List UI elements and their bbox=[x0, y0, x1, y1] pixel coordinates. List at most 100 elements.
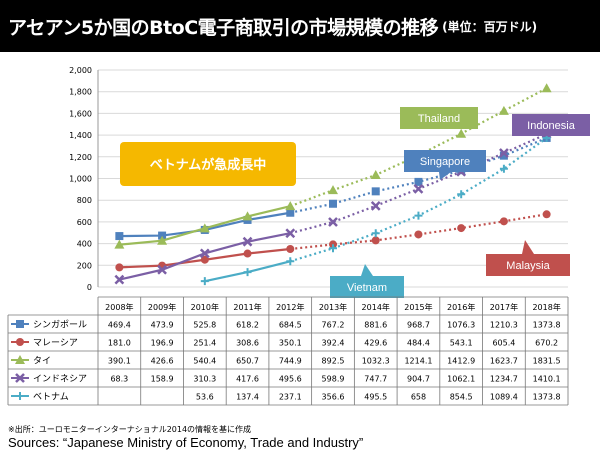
table-cell: 356.6 bbox=[322, 393, 345, 402]
data-point bbox=[370, 200, 381, 211]
data-point bbox=[200, 255, 209, 264]
data-point bbox=[285, 228, 296, 239]
data-point bbox=[200, 277, 209, 286]
data-point bbox=[15, 355, 25, 364]
table-cell: 670.2 bbox=[535, 339, 558, 348]
data-point bbox=[457, 190, 466, 199]
table-cell: 968.7 bbox=[407, 321, 430, 330]
data-point bbox=[371, 236, 380, 245]
label-pointer bbox=[522, 240, 534, 254]
table-cell: 237.1 bbox=[279, 393, 302, 402]
table-cell: 1373.8 bbox=[533, 321, 561, 330]
y-tick-label: 1,000 bbox=[69, 175, 92, 184]
table-cell: 881.6 bbox=[364, 321, 387, 330]
table-cell: 484.4 bbox=[407, 339, 430, 348]
x-tick-label: 2008年 bbox=[105, 302, 133, 312]
table-cell: 469.4 bbox=[108, 321, 131, 330]
data-point bbox=[328, 217, 338, 227]
annotation-text: ベトナムが急成長中 bbox=[150, 157, 267, 173]
x-tick-label: 2014年 bbox=[362, 302, 390, 312]
x-tick-label: 2018年 bbox=[532, 302, 560, 312]
data-point bbox=[370, 169, 381, 179]
data-point bbox=[158, 231, 167, 240]
x-tick-label: 2012年 bbox=[276, 302, 304, 312]
data-point bbox=[242, 236, 253, 247]
table-cell: 251.4 bbox=[193, 339, 216, 348]
table-cell: 658 bbox=[411, 393, 426, 402]
series-callout-label: Thailand bbox=[418, 113, 460, 125]
table-cell: 1831.5 bbox=[533, 357, 561, 366]
label-pointer bbox=[439, 172, 451, 180]
series-callout bbox=[400, 107, 478, 129]
data-point bbox=[243, 249, 252, 258]
data-point bbox=[499, 217, 508, 226]
legend-label: ベトナム bbox=[33, 392, 69, 403]
series-callout bbox=[330, 276, 404, 298]
series-callout bbox=[404, 150, 486, 172]
data-point bbox=[499, 164, 508, 173]
table-cell: 429.6 bbox=[364, 339, 387, 348]
data-point bbox=[371, 187, 380, 196]
table-cell: 904.7 bbox=[407, 375, 430, 384]
data-point bbox=[328, 185, 338, 195]
table-cell: 1062.1 bbox=[447, 375, 475, 384]
data-point bbox=[371, 229, 380, 238]
table-cell: 650.7 bbox=[236, 357, 259, 366]
x-tick-label: 2015年 bbox=[404, 302, 432, 312]
y-tick-label: 2,000 bbox=[69, 66, 92, 75]
table-cell: 68.3 bbox=[110, 375, 128, 384]
y-tick-label: 1,600 bbox=[69, 109, 92, 118]
table-cell: 1623.7 bbox=[490, 357, 518, 366]
y-tick-label: 600 bbox=[77, 218, 92, 227]
title-bar: アセアン5か国のBtoC電子商取引の市場規模の推移 (単位：百万ドル) bbox=[0, 0, 600, 52]
table-cell: 495.5 bbox=[364, 393, 387, 402]
data-point bbox=[16, 338, 24, 346]
data-point bbox=[15, 373, 25, 383]
table-cell: 744.9 bbox=[279, 357, 302, 366]
legend-label: マレーシア bbox=[33, 339, 78, 349]
table-cell: 1410.1 bbox=[533, 375, 561, 384]
data-point bbox=[286, 245, 295, 254]
table-cell: 310.3 bbox=[193, 375, 216, 384]
table-cell: 495.6 bbox=[279, 375, 302, 384]
table-cell: 308.6 bbox=[236, 339, 259, 348]
table-cell: 1373.8 bbox=[533, 393, 561, 402]
y-tick-label: 0 bbox=[87, 283, 92, 292]
table-cell: 1214.1 bbox=[404, 357, 432, 366]
data-point bbox=[115, 263, 124, 272]
table-cell: 196.9 bbox=[151, 339, 174, 348]
y-tick-label: 1,200 bbox=[69, 153, 92, 162]
y-tick-label: 400 bbox=[77, 240, 92, 249]
data-point bbox=[199, 248, 210, 259]
series-callout-label: Indonesia bbox=[527, 120, 576, 132]
x-tick-label: 2017年 bbox=[490, 302, 518, 312]
data-point bbox=[414, 177, 423, 186]
x-tick-label: 2016年 bbox=[447, 302, 475, 312]
x-tick-label: 2013年 bbox=[319, 302, 347, 312]
data-point bbox=[199, 223, 210, 233]
data-point bbox=[499, 151, 508, 160]
table-cell: 350.1 bbox=[279, 339, 302, 348]
table-cell: 1076.3 bbox=[447, 321, 475, 330]
data-point bbox=[16, 392, 24, 400]
data-point bbox=[157, 264, 167, 275]
y-tick-label: 800 bbox=[77, 196, 92, 205]
y-tick-label: 1,400 bbox=[69, 131, 92, 140]
data-point bbox=[242, 211, 253, 221]
table-cell: 598.9 bbox=[322, 375, 345, 384]
table-cell: 1089.4 bbox=[490, 393, 518, 402]
data-point bbox=[329, 199, 337, 208]
table-cell: 417.6 bbox=[236, 375, 259, 384]
legend-label: シンガポール bbox=[33, 320, 87, 331]
data-point bbox=[286, 257, 295, 266]
data-point bbox=[285, 201, 296, 211]
table-cell: 158.9 bbox=[151, 375, 174, 384]
series-callout-label: Malaysia bbox=[506, 260, 550, 272]
table-cell: 747.7 bbox=[364, 375, 387, 384]
table-cell: 473.9 bbox=[151, 321, 174, 330]
series-line-forecast bbox=[290, 136, 548, 214]
data-point bbox=[157, 235, 168, 245]
table-cell: 426.6 bbox=[151, 357, 174, 366]
data-point bbox=[498, 105, 509, 115]
table-cell: 525.8 bbox=[193, 321, 216, 330]
